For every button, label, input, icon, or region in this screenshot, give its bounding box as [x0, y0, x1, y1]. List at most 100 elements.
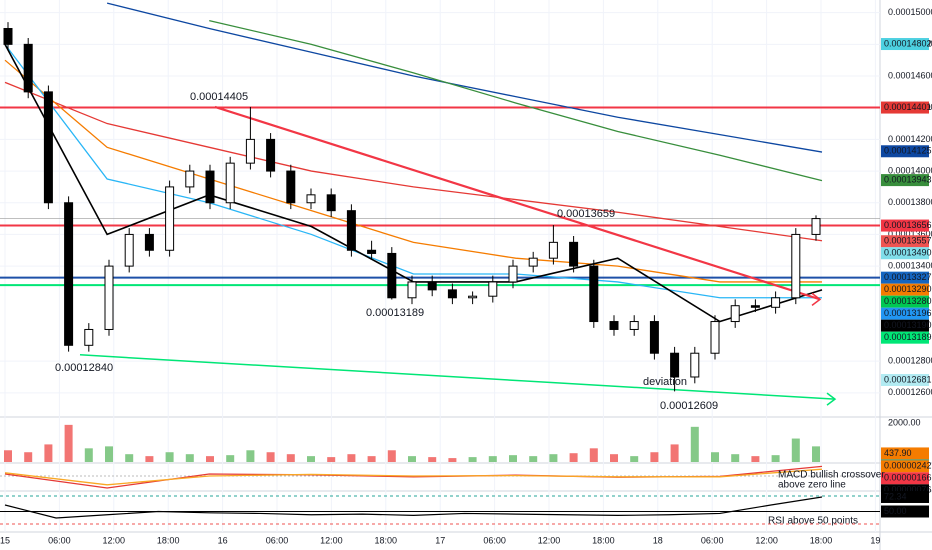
- volume-bar: [64, 424, 73, 462]
- candle-body: [589, 265, 599, 323]
- candle-body: [64, 202, 74, 346]
- price-label: 0.00000166: [884, 473, 932, 483]
- volume-bar: [791, 438, 800, 462]
- candle-body: [144, 233, 154, 251]
- volume-bar: [266, 452, 275, 462]
- candle-body: [205, 170, 215, 204]
- price-label: 0.00013943: [884, 174, 932, 184]
- price-label-box: [881, 235, 929, 248]
- y-tick-label: 0.00015000: [888, 7, 932, 17]
- price-label-box: [881, 447, 929, 460]
- volume-bar: [468, 457, 477, 462]
- x-tick-label: 12:00: [320, 535, 343, 545]
- annotation: above zero line: [778, 480, 846, 491]
- trend-line: [79, 354, 836, 400]
- moving-average: [209, 19, 823, 182]
- candle-body: [407, 281, 417, 299]
- candle-body: [185, 170, 195, 188]
- candle-body: [3, 28, 13, 45]
- y-tick-label: 2000.00: [888, 417, 921, 427]
- candle-body: [791, 233, 801, 299]
- x-tick-label: 06:00: [48, 535, 71, 545]
- volume-bar: [589, 448, 598, 462]
- volume-bar: [650, 452, 659, 462]
- y-tick-label: 0.00013800: [888, 197, 932, 207]
- y-tick-label: 0.00012600: [888, 387, 932, 397]
- volume-bar: [549, 454, 558, 462]
- y-tick-label: 0.00013600: [888, 229, 932, 239]
- candle-body: [629, 321, 639, 330]
- moving-average: [4, 59, 822, 283]
- x-tick-label: 12:00: [755, 535, 778, 545]
- candle-body: [427, 281, 437, 291]
- volume-bar: [307, 456, 315, 462]
- candle-body: [43, 91, 53, 204]
- x-tick-label: 18:00: [375, 535, 398, 545]
- x-tick-label: 12:00: [103, 535, 126, 545]
- macd-line: [4, 468, 823, 486]
- y-tick-label: 0.00012800: [888, 356, 932, 366]
- candle-body: [771, 297, 781, 308]
- price-label: 0.00000242: [884, 461, 932, 471]
- price-label-box: [881, 219, 929, 232]
- price-label: 0.00013557: [884, 236, 932, 246]
- price-label-box: [881, 472, 929, 485]
- candle-body: [286, 170, 296, 204]
- candle-body: [104, 265, 114, 330]
- volume-bar: [84, 448, 93, 462]
- price-label-box: [881, 460, 929, 473]
- price-label: 0.00013190: [884, 320, 932, 330]
- x-tick-label: 16: [218, 535, 228, 545]
- volume-bar: [569, 453, 578, 462]
- candle-body: [23, 43, 33, 93]
- arrow-head: [826, 392, 837, 406]
- annotation: 0.00012840: [55, 362, 113, 374]
- candle-body: [750, 305, 760, 308]
- candle-body: [447, 289, 457, 299]
- volume-bar: [44, 444, 53, 462]
- volume-bar: [286, 454, 295, 462]
- candle-body: [710, 321, 720, 354]
- candle-body: [670, 352, 680, 378]
- rsi-line: [4, 496, 823, 519]
- volume-bar: [711, 452, 719, 462]
- moving-average: [4, 43, 822, 299]
- volume-bar: [529, 456, 538, 462]
- candle-body: [609, 321, 619, 330]
- annotation: deviation: [643, 376, 687, 388]
- candle-body: [84, 328, 94, 346]
- price-label-box: [881, 247, 929, 260]
- x-tick-label: 17: [435, 535, 445, 545]
- candle-body: [649, 321, 659, 354]
- price-label-box: [881, 295, 929, 308]
- volume-bar: [246, 450, 255, 462]
- price-label: 0.00013196: [884, 308, 932, 318]
- y-tick-label: 0.00013400: [888, 260, 932, 270]
- price-label: 0.00012681: [884, 374, 932, 384]
- price-label: 0.00014802: [884, 38, 932, 48]
- x-tick-label: 19: [870, 535, 880, 545]
- candle-body: [387, 252, 397, 299]
- x-tick-label: 12:00: [538, 535, 561, 545]
- value-label: 72.34: [884, 491, 907, 501]
- x-tick-label: 06:00: [701, 535, 724, 545]
- volume-bar: [145, 456, 154, 462]
- volume-bar: [448, 458, 457, 462]
- trend-line: [214, 105, 821, 301]
- volume-bar: [751, 456, 760, 462]
- price-label: 0.00013189: [884, 332, 932, 342]
- candle-body: [811, 218, 821, 235]
- annotation: 0.00014405: [190, 91, 248, 103]
- x-tick-label: 18: [653, 535, 663, 545]
- annotation: 0.00013189: [366, 307, 424, 319]
- volume-bar: [387, 450, 396, 462]
- x-tick-label: 18:00: [592, 535, 615, 545]
- volume-bar: [367, 456, 376, 462]
- candle-body: [528, 257, 538, 267]
- price-label: 0.00013280: [884, 296, 932, 306]
- price-label-box: [881, 101, 929, 114]
- volume-bar: [509, 455, 517, 462]
- price-label: 0.00014125: [884, 146, 932, 156]
- price-label-box: [881, 319, 929, 332]
